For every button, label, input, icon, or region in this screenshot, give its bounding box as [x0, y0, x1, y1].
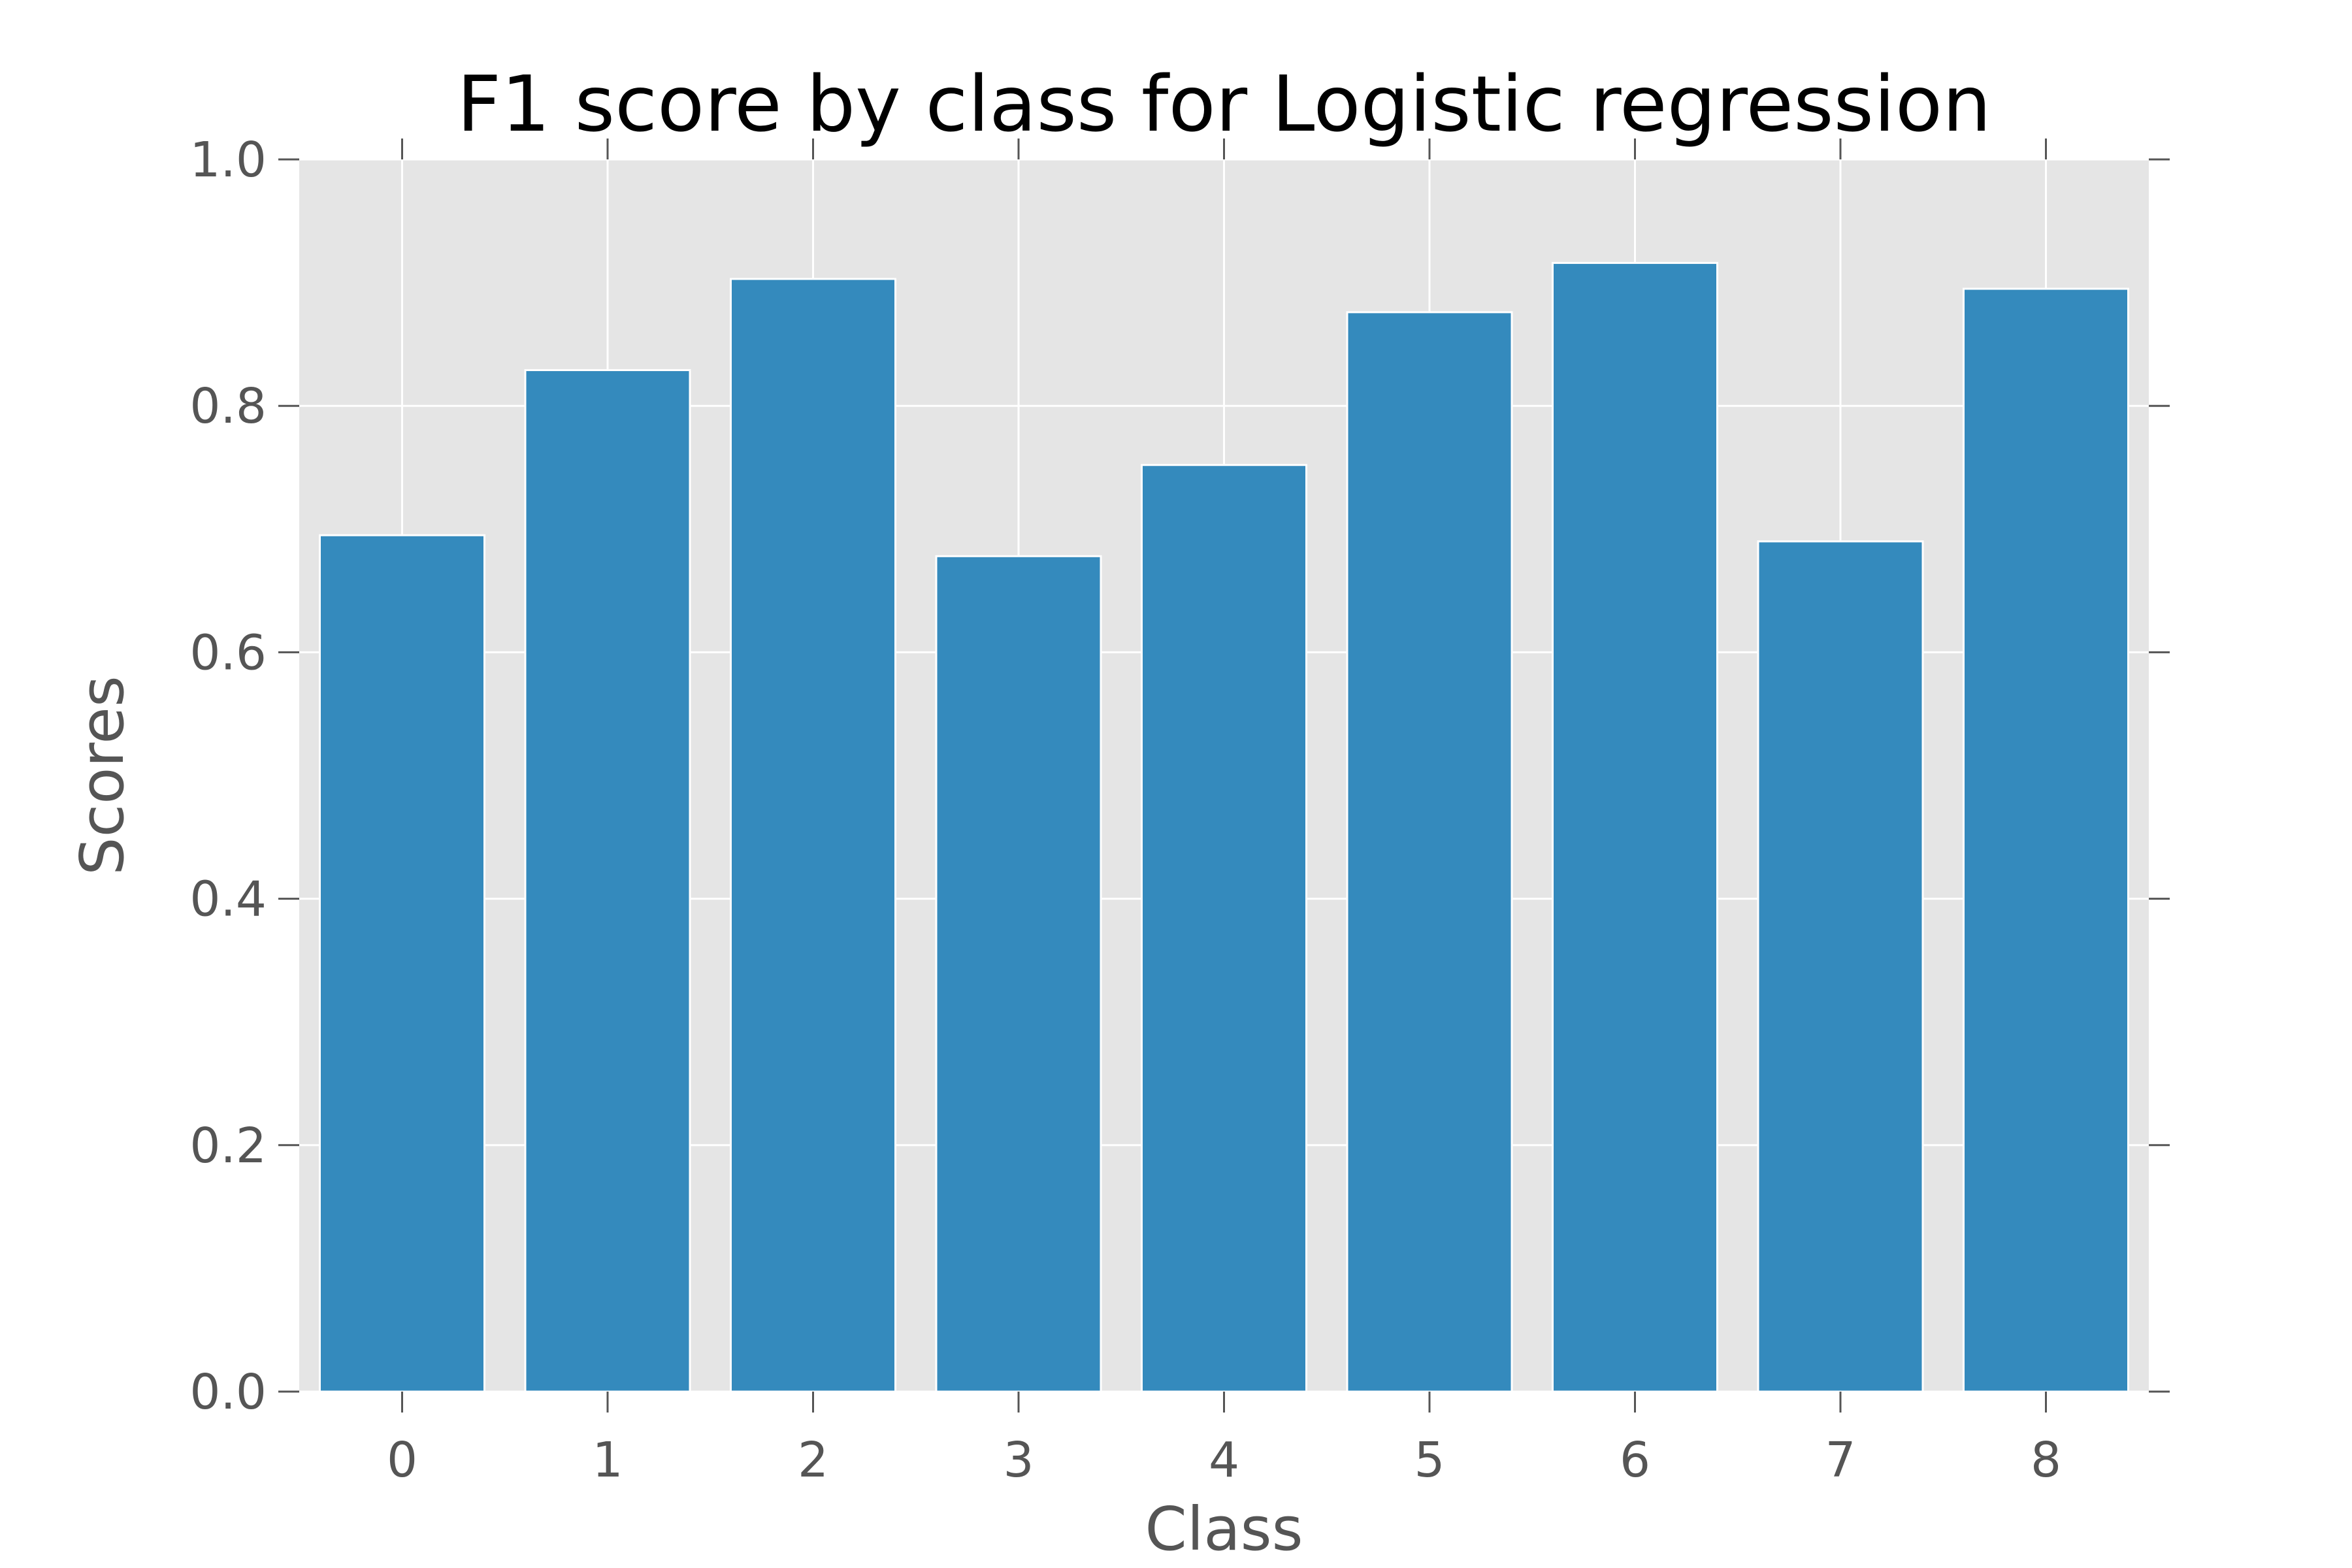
y-axis-label: Scores — [67, 676, 137, 875]
x-tick-label: 6 — [1620, 1432, 1650, 1488]
bar-class-3 — [935, 555, 1102, 1393]
x-tick-label: 2 — [798, 1432, 828, 1488]
x-tick-label: 1 — [592, 1432, 623, 1488]
chart-title: F1 score by class for Logistic regressio… — [457, 59, 1991, 149]
bar-class-4 — [1141, 464, 1307, 1393]
y-tick-label: 0.2 — [189, 1118, 267, 1174]
x-tick-label: 5 — [1414, 1432, 1445, 1488]
bar-class-7 — [1757, 540, 1924, 1393]
y-tick-label: 0.0 — [189, 1364, 267, 1420]
x-tick-label: 4 — [1209, 1432, 1239, 1488]
x-tick-label: 7 — [1825, 1432, 1855, 1488]
y-tick-label: 0.8 — [189, 378, 267, 434]
y-tick-label: 1.0 — [189, 132, 267, 188]
bars — [319, 261, 2129, 1393]
x-tick-label: 3 — [1003, 1432, 1034, 1488]
x-axis-label: Class — [1145, 1494, 1303, 1564]
axis-ticks — [278, 139, 2170, 1413]
bar-class-6 — [1552, 261, 1718, 1393]
bar-class-1 — [524, 369, 691, 1393]
x-tick-label: 0 — [387, 1432, 417, 1488]
bar-class-8 — [1963, 287, 2129, 1393]
bar-class-5 — [1346, 311, 1513, 1393]
tick-labels: 0.0 0.2 0.4 0.6 0.8 1.0 0 1 2 3 4 5 6 7 8 — [189, 132, 2061, 1488]
bar-class-0 — [319, 534, 485, 1393]
y-tick-label: 0.6 — [189, 625, 267, 681]
y-tick-label: 0.4 — [189, 872, 267, 928]
bar-class-2 — [730, 278, 896, 1393]
x-tick-label: 8 — [2031, 1432, 2061, 1488]
